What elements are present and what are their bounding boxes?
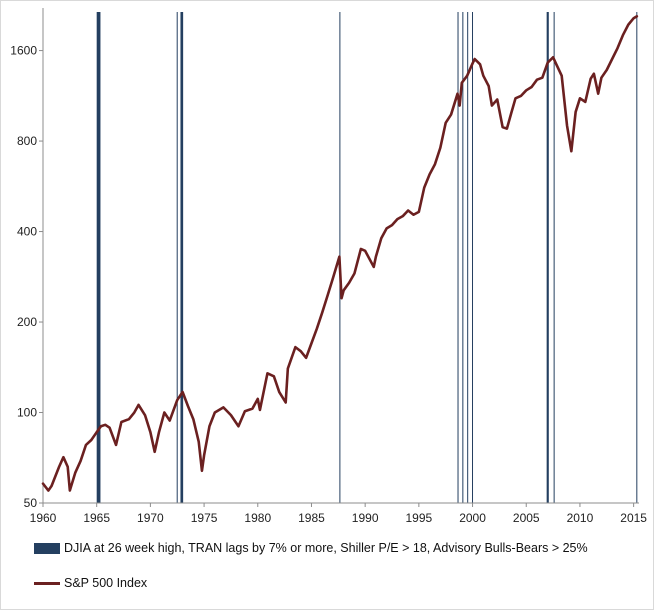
x-tick-label: 1990 — [352, 511, 379, 525]
y-tick-label: 400 — [17, 225, 37, 239]
signal-band — [462, 12, 464, 503]
legend-label-signal: DJIA at 26 week high, TRAN lags by 7% or… — [64, 541, 588, 555]
legend-swatch-index — [34, 581, 60, 585]
x-tick-label: 2000 — [459, 511, 486, 525]
x-tick-label: 2010 — [567, 511, 594, 525]
signal-band — [180, 12, 184, 503]
legend-item-index: S&P 500 Index — [34, 576, 147, 590]
x-tick-label: 1960 — [30, 511, 57, 525]
signal-band — [457, 12, 459, 503]
series-line-index — [41, 15, 639, 492]
signal-band — [546, 12, 549, 503]
signal-band — [467, 12, 469, 503]
x-tick-label: 2015 — [620, 511, 647, 525]
y-tick-label: 50 — [24, 496, 38, 510]
signal-band — [96, 12, 101, 503]
legend-label-index: S&P 500 Index — [64, 576, 148, 590]
y-tick-labels: 50 100 200 400 800 1600 — [10, 44, 37, 510]
x-tick-label: 1965 — [83, 511, 110, 525]
x-tick-label: 2005 — [513, 511, 540, 525]
x-tick-labels: 1960 1965 1970 1975 1980 1985 1990 1995 2000 2005… — [30, 511, 648, 525]
x-tick-label: 1995 — [406, 511, 433, 525]
legend-swatch-signal — [34, 542, 60, 554]
axes — [39, 8, 639, 507]
legend-item-signal: DJIA at 26 week high, TRAN lags by 7% or… — [34, 541, 588, 555]
x-tick-label: 1970 — [137, 511, 164, 525]
y-tick-label: 800 — [17, 134, 37, 148]
index-line-layer — [41, 15, 639, 492]
x-tick-label: 1975 — [191, 511, 218, 525]
signal-band — [176, 12, 178, 503]
signal-band — [553, 12, 555, 503]
signal-bands — [96, 12, 638, 503]
signal-band — [636, 12, 638, 503]
y-tick-label: 1600 — [10, 44, 37, 58]
x-tick-label: 1985 — [298, 511, 325, 525]
x-tick-label: 1980 — [244, 511, 271, 525]
y-tick-label: 100 — [17, 406, 37, 420]
signal-band — [472, 12, 474, 503]
y-tick-label: 200 — [17, 315, 37, 329]
